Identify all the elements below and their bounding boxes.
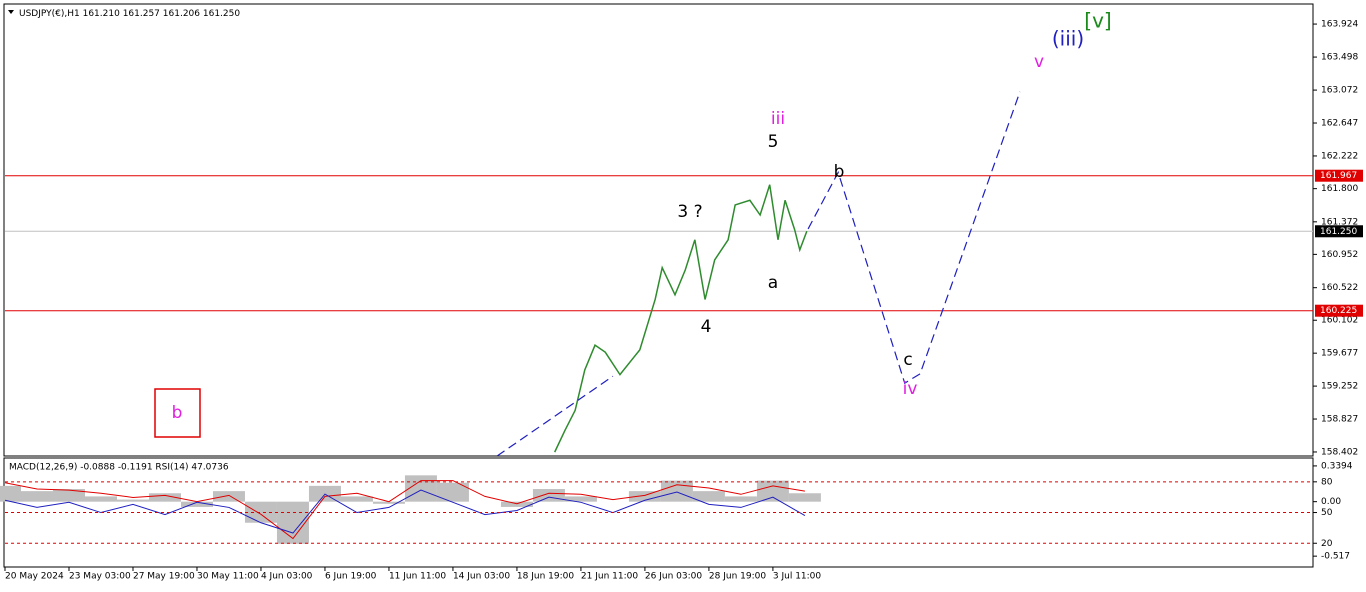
wave-label: 5 [768,132,779,152]
x-tick-label: 14 Jun 03:00 [453,572,510,582]
y2-tick-label: 50 [1321,508,1333,518]
price-line [496,375,614,456]
macd-bar [212,491,245,502]
level-box [1315,169,1363,182]
symbol: USDJPY(€),H1 [19,9,80,19]
y-tick-label: 161.372 [1321,217,1358,227]
y-tick-label: 163.498 [1321,53,1358,63]
wave-label: c [903,350,912,370]
wave-label: a [768,273,778,293]
ohlc: 161.210 [83,9,120,19]
x-tick-label: 4 Jun 03:00 [261,572,313,582]
macd-bar [116,499,149,502]
y-tick-label: 163.072 [1321,86,1358,96]
macd-bar [20,491,53,502]
x-tick-label: 27 May 19:00 [133,572,195,582]
level-box [1315,225,1363,238]
y-tick-label: 163.924 [1321,20,1358,30]
x-tick-label: 6 Jun 19:00 [325,572,377,582]
ohlc: 161.257 [123,9,160,19]
ohlc: 161.206 [163,9,200,19]
y2-tick-label: 20 [1321,539,1333,549]
y-tick-label: 158.402 [1321,447,1358,457]
x-tick-label: 23 May 03:00 [69,572,131,582]
ohlc: 161.250 [203,9,240,19]
header: USDJPY(€),H1 161.210 161.257 161.206 161… [19,9,240,19]
price-pane [3,3,1314,457]
x-tick-label: 3 Jul 11:00 [773,572,822,582]
macd-bar [404,475,437,502]
macd-bar [244,501,277,523]
x-tick-label: 28 Jun 19:00 [709,572,766,582]
indicator-line [4,480,805,540]
macd-bar [276,501,309,544]
macd-bar [436,482,469,502]
y2-tick-label: 80 [1321,477,1333,487]
macd-bar [148,493,181,502]
macd-bar [0,485,21,502]
macd-bar [692,491,725,502]
y-tick-label: 0.00 [1321,497,1341,507]
wave-label: 4 [701,317,712,337]
wave-label: [v] [1084,9,1111,33]
annotation-box [154,388,201,438]
level-label: 161.250 [1320,227,1357,237]
price-line [807,91,1021,385]
wave-label: iv [903,379,918,399]
macd-bar [628,491,661,502]
y-tick-label: 158.827 [1321,415,1358,425]
indicator-line [4,489,806,534]
y-tick-label: 0.3394 [1321,461,1353,471]
x-tick-label: 18 Jun 19:00 [517,572,574,582]
price-line [554,184,808,453]
macd-bar [52,489,85,502]
y-tick-label: 159.677 [1321,349,1358,359]
y-tick-label: 161.800 [1321,184,1358,194]
y-tick-label: -0.517 [1321,552,1350,562]
wave-label: (iii) [1052,27,1084,51]
y-tick-label: 160.522 [1321,283,1358,293]
y-tick-label: 162.647 [1321,119,1358,129]
macd-bar [84,496,117,502]
macd-bar [724,496,757,502]
y-tick-label: 159.252 [1321,382,1358,392]
level-label: 160.225 [1320,306,1357,316]
macd-bar [660,480,693,502]
wave-label: b [834,162,845,182]
macd-bar [372,501,405,504]
x-tick-label: 26 Jun 03:00 [645,572,702,582]
wave-label: iii [771,109,785,129]
level-box [1315,304,1363,317]
macd-bar [788,493,821,502]
wave-label: b [172,403,183,423]
wave-label: v [1034,52,1044,72]
macd-bar [564,496,597,502]
x-tick-label: 30 May 11:00 [197,572,259,582]
y-tick-label: 160.102 [1321,316,1358,326]
macd-bar [180,501,213,507]
x-tick-label: 11 Jun 11:00 [389,572,446,582]
macd-bar [500,501,533,507]
y-tick-label: 160.952 [1321,250,1358,260]
level-label: 161.967 [1320,171,1357,181]
macd-bar [532,489,565,502]
x-tick-label: 20 May 2024 [5,572,64,582]
y-tick-label: 162.222 [1321,151,1358,161]
macd-bar [756,480,789,502]
menu-arrow [8,10,14,14]
x-tick-label: 21 Jun 11:00 [581,572,638,582]
macd-bar [340,496,373,502]
wave-label: 3 ? [677,202,702,222]
indicator-title: MACD(12,26,9) -0.0888 -0.1191 RSI(14) 47… [9,463,229,473]
